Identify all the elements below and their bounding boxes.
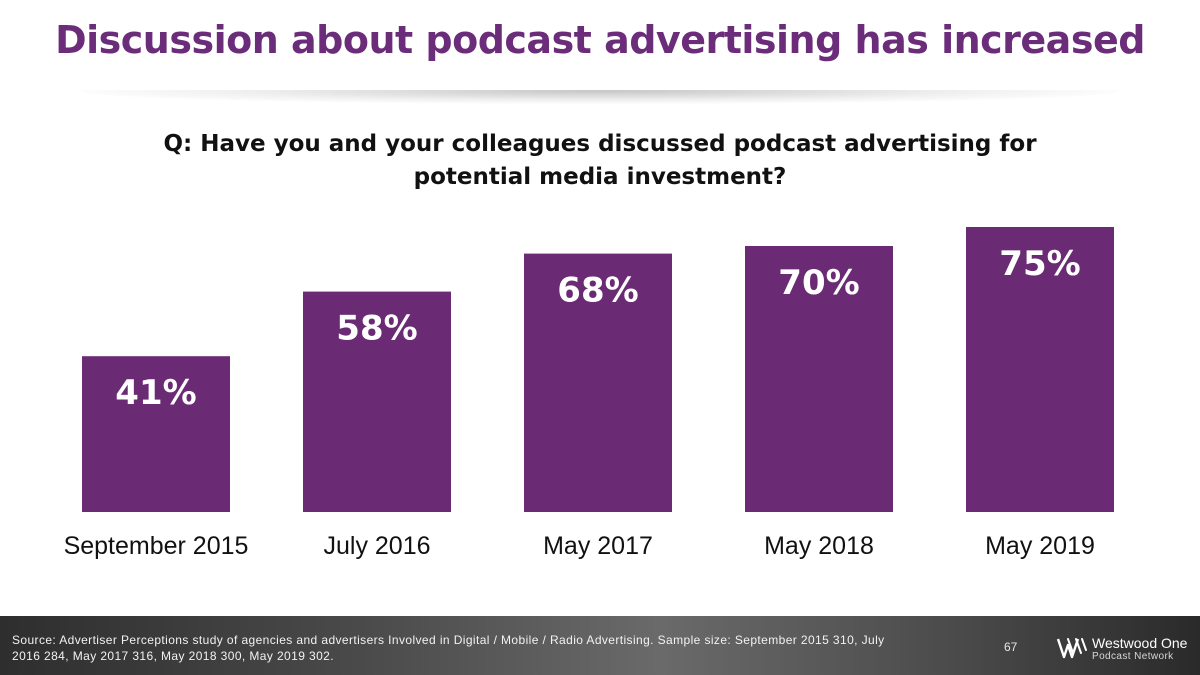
- bar-value-label-2: 58%: [336, 309, 417, 349]
- brand-name: Westwood One: [1092, 635, 1188, 651]
- bar-value-label-1: 41%: [115, 373, 196, 413]
- category-label-3: May 2017: [543, 532, 653, 560]
- title-shadow-cover: [0, 70, 1200, 90]
- bar-1: [82, 356, 230, 512]
- category-label-4: May 2018: [764, 532, 874, 560]
- bar-value-label-4: 70%: [778, 263, 859, 303]
- bar-5: [966, 227, 1114, 512]
- bar-3: [524, 253, 672, 512]
- bar-chart: 41% September 2015 58% July 2016 68% May 2017…: [64, 227, 1114, 560]
- slide-title: Discussion about podcast advertising has…: [55, 18, 1145, 62]
- bar-4: [745, 246, 893, 512]
- footer-bar: Source: Advertiser Perceptions study of …: [0, 616, 1200, 675]
- category-label-2: July 2016: [323, 532, 430, 560]
- brand-subtitle: Podcast Network: [1092, 651, 1174, 662]
- page-number: 67: [1004, 640, 1018, 654]
- category-label-5: May 2019: [985, 532, 1095, 560]
- bar-value-label-3: 68%: [557, 271, 638, 311]
- bar-2: [303, 291, 451, 512]
- survey-question: Q: Have you and your colleagues discusse…: [163, 131, 1037, 190]
- westwood-one-logo: Westwood One Podcast Network: [1056, 634, 1196, 664]
- source-note: Source: Advertiser Perceptions study of …: [12, 633, 885, 663]
- bar-value-label-5: 75%: [999, 244, 1080, 284]
- category-label-1: September 2015: [64, 532, 249, 560]
- westwood-one-w-logo-icon: [1056, 638, 1087, 659]
